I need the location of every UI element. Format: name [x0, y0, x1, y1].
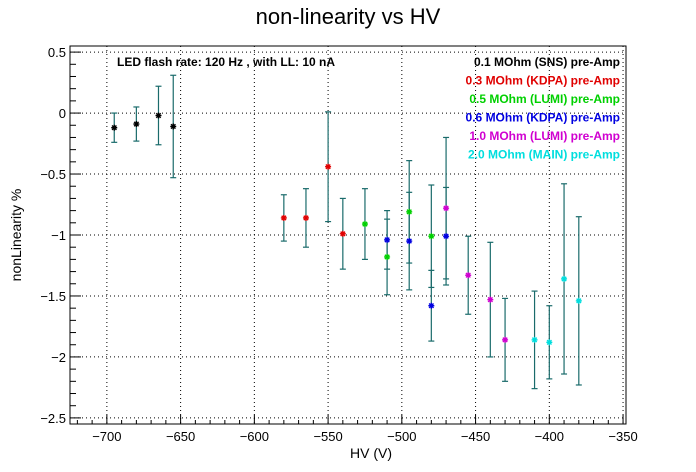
y-axis-title: nonLinearity % [8, 189, 24, 282]
chart-title: non-linearity vs HV [256, 4, 441, 29]
marker-stroke [384, 254, 390, 260]
data-point-marker [546, 339, 553, 346]
data-point-marker [487, 296, 494, 303]
marker-stroke [428, 303, 435, 309]
grid-lines [70, 46, 626, 424]
data-point-marker [339, 230, 346, 237]
data-markers [111, 112, 582, 346]
y-tick-label: −2 [51, 350, 66, 365]
marker-stroke [325, 164, 331, 170]
x-tick-label: −550 [313, 429, 342, 444]
x-tick-label: −450 [461, 429, 490, 444]
data-point-marker [170, 123, 177, 130]
x-tick-label: −600 [240, 429, 269, 444]
x-axis-title: HV (V) [350, 445, 392, 461]
data-point-marker [428, 302, 435, 309]
data-point-marker [406, 208, 413, 215]
marker-stroke [531, 337, 538, 343]
data-point-marker [502, 336, 509, 343]
data-point-marker [280, 214, 287, 221]
marker-stroke [303, 215, 309, 221]
data-point-marker [155, 112, 162, 119]
marker-stroke [465, 272, 471, 278]
y-tick-label: −0.5 [40, 167, 66, 182]
legend-entry: 0.3 MOhm (KDPA) pre-Amp [466, 74, 620, 88]
legend-entry: 1.0 MOhm (LUMI) pre-Amp [469, 129, 620, 143]
x-tick-label: −650 [166, 429, 195, 444]
y-tick-label: −1.5 [40, 289, 66, 304]
marker-stroke [362, 221, 368, 227]
marker-stroke [546, 339, 553, 345]
data-point-marker [465, 272, 472, 279]
data-point-marker [133, 121, 140, 128]
legend-entry: 2.0 MOhm (MAIN) pre-Amp [468, 148, 620, 162]
data-point-marker [443, 205, 450, 212]
marker-stroke [281, 215, 287, 221]
x-tick-label: −500 [387, 429, 416, 444]
legend: 0.1 MOhm (SNS) pre-Amp 0.3 MOhm (KDPA) pr… [466, 55, 620, 162]
data-point-marker [111, 124, 118, 131]
legend-entry: 0.5 MOhm (LUMI) pre-Amp [469, 92, 620, 106]
data-point-marker [302, 214, 309, 221]
y-tick-label: −2.5 [40, 411, 66, 426]
data-point-marker [428, 233, 435, 240]
marker-stroke [155, 112, 162, 119]
marker-stroke [406, 209, 412, 215]
data-point-marker [443, 233, 450, 240]
marker-stroke [428, 233, 435, 239]
legend-entry: 0.1 MOhm (SNS) pre-Amp [474, 55, 620, 69]
x-tick-label: −350 [608, 429, 637, 444]
x-tick-label: −400 [535, 429, 564, 444]
marker-stroke [406, 238, 412, 244]
marker-stroke [443, 205, 449, 211]
data-point-marker [531, 336, 538, 343]
marker-stroke [170, 123, 176, 130]
data-point-marker [384, 253, 391, 260]
legend-entry: 0.6 MOhm (KDPA) pre-Amp [466, 111, 620, 125]
data-point-marker [361, 221, 368, 228]
data-point-marker [561, 275, 568, 282]
marker-stroke [502, 337, 508, 343]
marker-stroke [340, 231, 346, 237]
data-point-marker [575, 297, 582, 304]
marker-stroke [111, 125, 117, 131]
axes: −700 −650 −600 −550 −500 −450 −400 −350 0.5 0 −0.5… [40, 45, 637, 444]
marker-stroke [576, 298, 582, 304]
marker-stroke [384, 237, 390, 243]
data-point-marker [325, 163, 332, 170]
marker-stroke [561, 276, 567, 282]
led-annotation: LED flash rate: 120 Hz , with LL: 10 nA [117, 55, 335, 69]
marker-stroke [133, 121, 140, 127]
data-point-marker [384, 236, 391, 243]
y-tick-label: −1 [51, 228, 66, 243]
marker-stroke [487, 296, 494, 303]
marker-stroke [443, 233, 449, 239]
x-tick-label: −700 [92, 429, 121, 444]
y-tick-label: 0 [59, 106, 66, 121]
data-point-marker [406, 238, 413, 245]
y-tick-label: 0.5 [48, 45, 66, 60]
